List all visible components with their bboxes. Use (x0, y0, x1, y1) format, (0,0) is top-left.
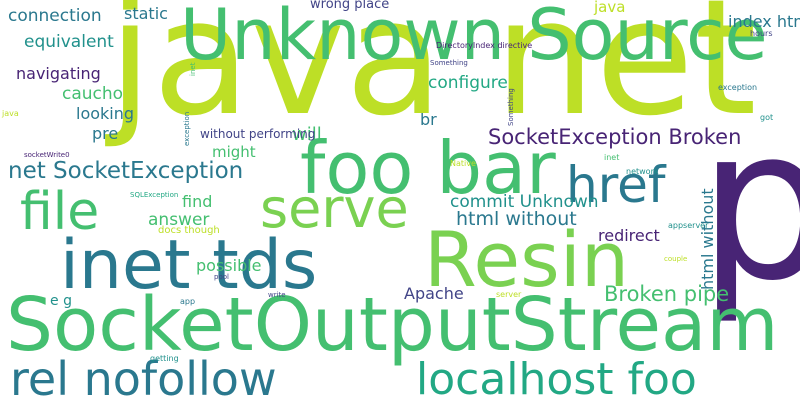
word-rel-nofollow: rel nofollow (10, 352, 277, 400)
word-equivalent: connection (8, 6, 102, 26)
word-static: redirect (598, 226, 660, 245)
word-java-net: java net (108, 0, 757, 151)
word-directoryindex-directive: docs though (158, 225, 220, 236)
word-serve: serve (260, 177, 409, 240)
word-href: href (566, 156, 666, 214)
word-connection: commit Unknown (450, 192, 599, 212)
word-commit-unknown: html without (456, 208, 577, 230)
word-p: p (698, 82, 800, 327)
word-exception: exception (183, 111, 191, 146)
word-br: will (292, 124, 322, 145)
word-caucho: index html (728, 12, 800, 31)
word-inet-tds: inet tds (60, 226, 318, 305)
word-fixed: write (268, 291, 286, 299)
word-socketwrite: getting (150, 354, 179, 363)
word-foo-bar: foo bar (300, 126, 556, 210)
word-server: appserver (668, 221, 709, 230)
word-socketexception-broken: SocketException Broken (488, 125, 742, 149)
word-inet-small: inet (189, 62, 197, 76)
word-socketoutputstream: SocketOutputStream (6, 282, 779, 368)
word-net-socketexception: net SocketException (8, 158, 244, 184)
word-navigating: equivalent (24, 32, 114, 52)
word-unknown-source: Unknown Source (180, 0, 768, 76)
word-configure: navigating (16, 64, 101, 83)
word-possible: answer (148, 210, 210, 230)
word-find: pre (92, 124, 119, 143)
word-method: pool (214, 273, 229, 281)
word-network: Something (430, 59, 468, 67)
word-occured: server (496, 290, 522, 299)
word-native: DirectoryIndex directive (436, 41, 533, 50)
word-localhost-foo: localhost foo (416, 354, 697, 400)
word-docs-though: without performing (200, 127, 316, 141)
word-hours: network (626, 167, 659, 176)
word-without-performing: wrong place (310, 0, 390, 12)
word-html-without: html without (698, 188, 717, 290)
word-resin: Resin (424, 215, 630, 304)
word-appserver: java (2, 109, 19, 118)
word-java-vertical: java (417, 95, 426, 112)
word-redirect: Apache (404, 284, 464, 303)
word-pool: hours (750, 29, 773, 38)
word-sqlexception: exception (718, 83, 758, 92)
word-getting: couple (664, 255, 688, 263)
word-looking: configure (428, 73, 508, 93)
word-file: file (20, 182, 100, 242)
word-pre: caucho (62, 84, 124, 104)
word-might: find (182, 192, 213, 211)
word-answer: looking (76, 104, 135, 123)
word-will: might (212, 143, 256, 161)
word-broken-pipe: Broken pipe (604, 282, 730, 306)
word-write: SQLException (130, 191, 179, 199)
word-got: Native (450, 159, 476, 168)
word-apache: possible (196, 256, 262, 275)
word-java-small: static (124, 4, 168, 23)
word-socketwrite0: inet (604, 153, 620, 162)
word-index-html: java (594, 0, 626, 16)
word-app: socketWrite0 (24, 151, 70, 159)
word-something: Something (507, 88, 515, 126)
word-e-g: br (420, 110, 437, 129)
word-couple: got (760, 113, 774, 122)
word-database: app (180, 297, 196, 306)
word-wrong-place: e g (50, 293, 72, 309)
